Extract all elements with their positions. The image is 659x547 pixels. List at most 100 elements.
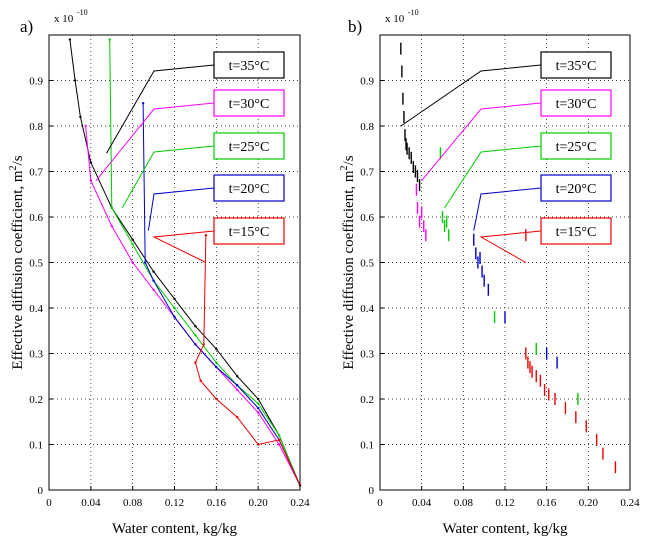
legend-label: t=15°C [229, 225, 270, 240]
y-tick-label: 0.3 [29, 349, 43, 361]
x-tick-label: 0.24 [620, 497, 640, 509]
y-axis-label: Effective diffusion coefficient, m2/s [8, 155, 26, 369]
data-point [204, 234, 208, 237]
y-tick-label: 0.8 [360, 121, 374, 133]
legend-callout-line [421, 102, 542, 181]
x-tick-label: 0.20 [579, 497, 599, 509]
x-tick-label: 0.16 [537, 497, 557, 509]
legend-label: t=25°C [229, 140, 270, 155]
data-point [89, 161, 93, 164]
legend-callout-line [121, 145, 215, 209]
data-point [202, 343, 205, 346]
y-tick-label: 0.5 [29, 258, 43, 270]
legend-box [540, 217, 612, 245]
data-point [194, 325, 197, 328]
y-tick-label: 0.2 [360, 394, 374, 406]
data-point [173, 306, 176, 310]
legend-label: t=25°C [556, 140, 597, 155]
series-line-3 [142, 103, 301, 486]
data-point [215, 361, 218, 364]
x-tick-label: 0 [46, 497, 52, 509]
data-point [256, 406, 260, 410]
data-point [277, 438, 281, 442]
y-tick-label: 0.3 [360, 349, 374, 361]
data-point [152, 270, 155, 273]
y-tick-label: 0.8 [29, 121, 43, 133]
axis-exponent-power: -10 [77, 8, 88, 17]
legend-label: t=35°C [556, 59, 597, 74]
x-tick-label: 0.08 [123, 497, 143, 509]
chart-panel-b: 0 0.04 0.08 0.12 0.16 0.20 0.24 0 0.1 0.2 0.3 0.4 0.… [339, 8, 640, 537]
data-point [89, 179, 93, 182]
legend-box [213, 174, 285, 202]
data-point [131, 243, 134, 246]
panel-label: b) [348, 17, 362, 36]
x-tick-label: 0.12 [165, 497, 184, 509]
x-tick-label: 0.12 [495, 497, 514, 509]
legend-box [540, 174, 612, 202]
data-point [68, 38, 72, 41]
x-tick-label: 0.08 [454, 497, 474, 509]
data-point [194, 343, 197, 346]
legend-callout-line [106, 64, 215, 154]
x-tick-label: 0.20 [249, 497, 269, 509]
chart-panel-a: 0 0.04 0.08 0.12 0.16 0.20 0.24 0 0.1 0.2 0.3 0.4 0.… [8, 8, 310, 537]
data-point [256, 402, 260, 405]
panel-label: a) [20, 17, 33, 36]
data-point [84, 124, 87, 128]
legend-box [540, 51, 612, 79]
data-point [194, 334, 197, 337]
legend-box [213, 217, 285, 245]
data-point [215, 397, 218, 401]
legend-label: t=35°C [229, 59, 270, 74]
data-point [215, 365, 218, 369]
x-axis-label: Water content, kg/kg [112, 521, 238, 537]
data-point [194, 361, 197, 364]
y-tick-label: 0.1 [360, 440, 374, 452]
data-point [236, 388, 239, 392]
data-point [236, 384, 239, 387]
data-point [131, 261, 134, 264]
data-point [131, 238, 134, 241]
legend-label: t=20°C [229, 182, 270, 197]
data-point [152, 279, 155, 282]
data-point [79, 115, 82, 119]
legend-callout-line [473, 187, 542, 231]
data-point [236, 416, 239, 419]
data-point [73, 79, 77, 82]
axis-exponent-label: x 10 [54, 13, 74, 25]
data-point [256, 443, 260, 446]
legend-box [540, 89, 612, 117]
legend-box [213, 132, 285, 160]
legend-callout-line [152, 230, 215, 263]
y-tick-label: 0.6 [29, 212, 43, 224]
data-point [215, 347, 218, 351]
y-tick-label: 0.4 [360, 303, 374, 315]
data-point [108, 38, 111, 41]
axis-exponent-label: x 10 [385, 13, 405, 25]
data-point [199, 379, 202, 382]
legend-callout-line [95, 102, 215, 181]
y-tick-label: 0.2 [29, 394, 43, 406]
y-tick-label: 0 [38, 485, 44, 497]
x-tick-label: 0.16 [207, 497, 227, 509]
data-point [110, 224, 113, 228]
data-point [144, 261, 147, 264]
data-point [141, 102, 145, 105]
data-point [277, 434, 281, 437]
y-tick-label: 0 [369, 485, 375, 497]
data-point [277, 443, 281, 446]
data-point [110, 206, 113, 210]
data-point [256, 397, 260, 401]
y-tick-label: 0.9 [360, 76, 374, 88]
legend-box [540, 132, 612, 160]
data-point [152, 288, 155, 291]
legend-callout-line [400, 64, 542, 127]
y-tick-label: 0.4 [29, 303, 43, 315]
y-axis-label: Effective diffusion coefficient, m2/s [339, 155, 357, 369]
legend-label: t=30°C [229, 97, 270, 112]
x-axis-label: Water content, kg/kg [442, 521, 568, 537]
legend-callout-line [147, 187, 215, 231]
series-line-0 [69, 39, 301, 486]
